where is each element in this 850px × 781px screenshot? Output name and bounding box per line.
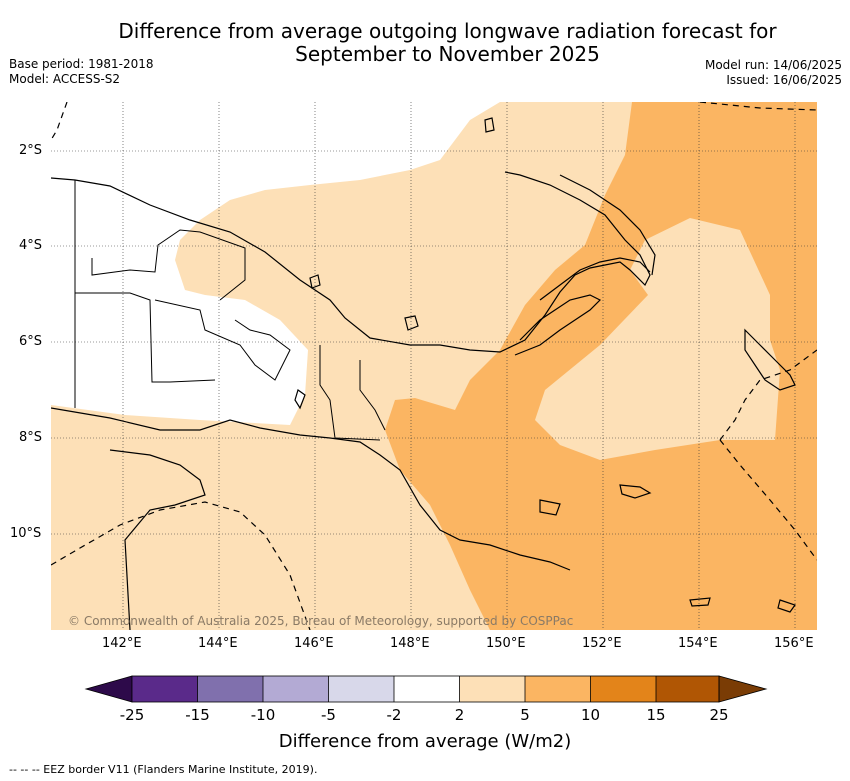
colorbar-title: Difference from average (W/m2) bbox=[278, 731, 572, 752]
lon-tick-146e: 146°E bbox=[294, 636, 334, 651]
colorbar-label: 15 bbox=[646, 706, 666, 724]
model-run: Model run: 14/06/2025 bbox=[704, 58, 842, 72]
colorbar-label: -2 bbox=[386, 706, 402, 724]
lon-tick-148e: 148°E bbox=[390, 636, 430, 651]
lon-tick-144e: 144°E bbox=[198, 636, 238, 651]
colorbar-bin-4 bbox=[328, 676, 394, 702]
colorbar-bin-9 bbox=[656, 676, 719, 702]
title-line-1: Difference from average outgoing longwav… bbox=[118, 19, 777, 43]
lat-tick-6s: 6°S bbox=[19, 334, 43, 349]
lon-tick-142e: 142°E bbox=[102, 636, 142, 651]
title-line-2: September to November 2025 bbox=[295, 42, 600, 66]
colorbar-label: 10 bbox=[580, 706, 601, 724]
eez-legend-note: -- -- -- EEZ border V11 (Flanders Marine… bbox=[9, 763, 318, 776]
admin-borders bbox=[74, 180, 386, 441]
lon-tick-154e: 154°E bbox=[678, 636, 718, 651]
coastlines bbox=[51, 117, 796, 630]
map-plot-area bbox=[51, 102, 817, 630]
colorbar-bin-7 bbox=[525, 676, 591, 702]
colorbar-bin-1 bbox=[132, 676, 198, 702]
colorbar-bin-2 bbox=[197, 676, 263, 702]
colorbar-bin-8 bbox=[590, 676, 656, 702]
colorbar-label: -15 bbox=[185, 706, 210, 724]
eez-borders bbox=[51, 102, 817, 630]
colorbar-bin-5 bbox=[394, 676, 460, 702]
lat-tick-8s: 8°S bbox=[19, 430, 43, 445]
colorbar-label: -25 bbox=[119, 706, 145, 724]
colorbar-label: 5 bbox=[520, 706, 530, 724]
meta-left: Base period: 1981-2018 Model: ACCESS-S2 bbox=[9, 57, 154, 87]
map-title: Difference from average outgoing longwav… bbox=[0, 20, 850, 66]
base-period: Base period: 1981-2018 bbox=[9, 57, 154, 71]
copyright-notice: © Commonwealth of Australia 2025, Bureau… bbox=[68, 614, 574, 628]
lat-tick-2s: 2°S bbox=[19, 143, 43, 158]
colorbar-extend-high bbox=[718, 675, 768, 703]
lon-tick-150e: 150°E bbox=[486, 636, 526, 651]
model-name: Model: ACCESS-S2 bbox=[9, 72, 121, 86]
colorbar-label: 2 bbox=[454, 706, 465, 724]
colorbar-bin-3 bbox=[263, 676, 329, 702]
lon-tick-156e: 156°E bbox=[774, 636, 814, 651]
colorbar-extend-low bbox=[84, 675, 133, 703]
graticule bbox=[51, 102, 817, 630]
colorbar-label: -10 bbox=[250, 706, 276, 724]
meta-right: Model run: 14/06/2025 Issued: 16/06/2025 bbox=[705, 58, 842, 88]
lon-tick-152e: 152°E bbox=[582, 636, 622, 651]
anomaly-2-5-patch bbox=[535, 218, 780, 460]
lat-tick-4s: 4°S bbox=[19, 238, 43, 253]
colorbar-label: -5 bbox=[321, 706, 336, 724]
issued-date: Issued: 16/06/2025 bbox=[726, 73, 842, 87]
colorbar-bin-6 bbox=[459, 676, 525, 702]
colorbar-label: 25 bbox=[709, 706, 729, 724]
lat-tick-10s: 10°S bbox=[10, 526, 42, 541]
colorbar bbox=[84, 675, 768, 703]
